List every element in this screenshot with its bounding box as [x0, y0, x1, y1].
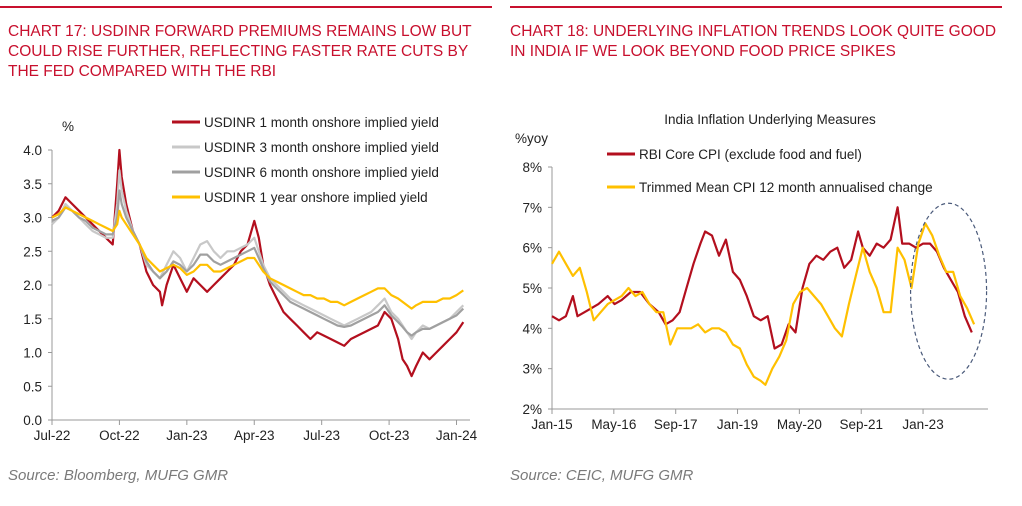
y-tick-label: 2.0 — [23, 278, 42, 293]
x-tick-label: Jul-23 — [303, 428, 340, 443]
chart-18-plot: India Inflation Underlying Measures %yoy 8… — [515, 112, 988, 432]
chart-18-source: Source: CEIC, MUFG GMR — [510, 467, 694, 484]
series-line-usdinr-1-year-onshore-implied-yield — [51, 206, 464, 310]
top-rule — [510, 6, 1002, 8]
y-tick-label: 2.5 — [23, 244, 42, 259]
x-tick-label: Jan-15 — [531, 417, 572, 432]
x-tick-label: Jan-19 — [717, 417, 758, 432]
y-tick-label: 2% — [522, 402, 542, 417]
legend-label: USDINR 1 year onshore implied yield — [204, 190, 428, 205]
y-tick-label: 0.5 — [23, 379, 42, 394]
y-tick-label: 1.0 — [23, 346, 42, 361]
chart-17-title: CHART 17: USDINR FORWARD PREMIUMS REMAIN… — [8, 23, 472, 80]
highlight-ellipse — [909, 202, 988, 380]
x-tick-label: Jan-23 — [166, 428, 207, 443]
y-tick-label: 3% — [522, 362, 542, 377]
y-tick-label: 7% — [522, 200, 542, 215]
x-tick-label: May-20 — [777, 417, 822, 432]
series-line-rbi-core-cpi-exclude-food-and-fuel — [551, 206, 973, 350]
y-tick-label: 6% — [522, 241, 542, 256]
y-tick-label: 0.0 — [23, 413, 42, 428]
top-rule — [0, 6, 492, 8]
x-tick-label: Apr-23 — [234, 428, 275, 443]
legend-label: USDINR 1 month onshore implied yield — [204, 115, 439, 130]
right-chart-panel: CHART 18: UNDERLYING INFLATION TRENDS LO… — [510, 0, 1022, 506]
legend-label: RBI Core CPI (exclude food and fuel) — [639, 147, 862, 162]
y-axis-label: % — [62, 119, 74, 134]
y-tick-label: 4% — [522, 321, 542, 336]
series-line-usdinr-3-month-onshore-implied-yield — [51, 169, 465, 341]
chart-18-title: CHART 18: UNDERLYING INFLATION TRENDS LO… — [510, 23, 997, 60]
legend-label: Trimmed Mean CPI 12 month annualised cha… — [639, 180, 933, 195]
y-tick-label: 1.5 — [23, 312, 42, 327]
y-tick-label: 4.0 — [23, 143, 42, 158]
chart-title: India Inflation Underlying Measures — [664, 112, 876, 127]
y-axis-label: %yoy — [515, 131, 548, 146]
y-tick-label: 8% — [522, 160, 542, 175]
x-tick-label: May-16 — [591, 417, 636, 432]
y-tick-label: 3.5 — [23, 177, 42, 192]
x-tick-label: Sep-17 — [654, 417, 698, 432]
x-tick-label: Jan-23 — [902, 417, 943, 432]
y-tick-label: 5% — [522, 281, 542, 296]
x-tick-label: Jan-24 — [436, 428, 478, 443]
chart-17-source: Source: Bloomberg, MUFG GMR — [8, 467, 229, 484]
series-line-usdinr-1-month-onshore-implied-yield — [51, 148, 465, 378]
x-tick-label: Jul-22 — [34, 428, 71, 443]
x-tick-label: Sep-21 — [839, 417, 883, 432]
legend-label: USDINR 3 month onshore implied yield — [204, 140, 439, 155]
y-tick-label: 3.0 — [23, 211, 42, 226]
legend-label: USDINR 6 month onshore implied yield — [204, 165, 439, 180]
series-line-trimmed-mean-cpi-12-month-annualised-change — [551, 222, 976, 386]
x-tick-label: Oct-23 — [369, 428, 410, 443]
series-line-usdinr-6-month-onshore-implied-yield — [51, 189, 465, 337]
left-chart-panel: CHART 17: USDINR FORWARD PREMIUMS REMAIN… — [0, 0, 500, 506]
x-tick-label: Oct-22 — [99, 428, 140, 443]
